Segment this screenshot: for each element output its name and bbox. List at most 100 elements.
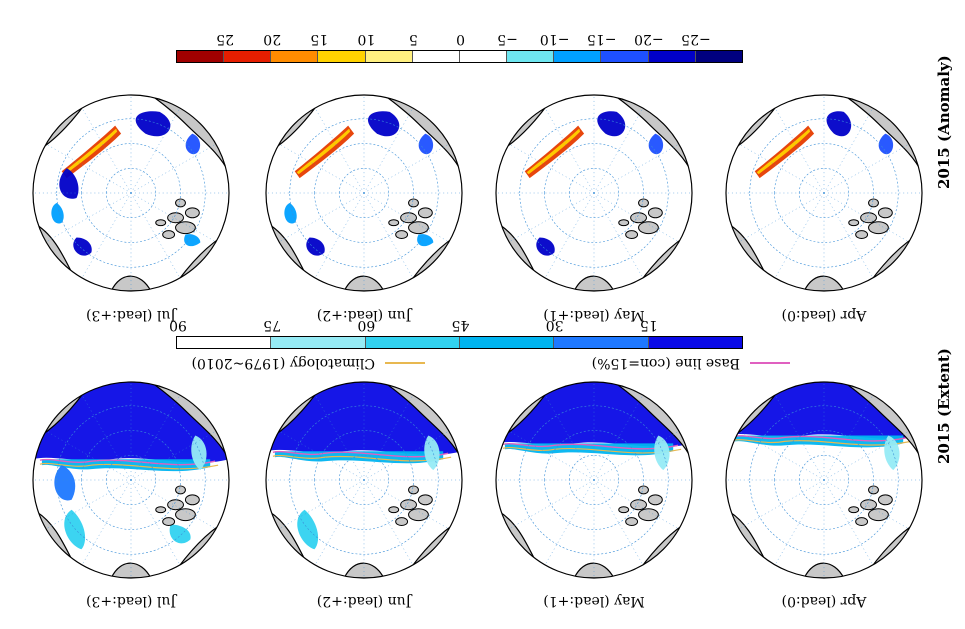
colorbar-segment xyxy=(553,337,648,348)
longitude-grid xyxy=(544,192,595,279)
longitude-grid xyxy=(738,143,825,194)
island xyxy=(855,230,869,240)
base-line-contour xyxy=(39,458,216,466)
anomaly-negative-patch xyxy=(284,202,297,224)
island xyxy=(638,198,649,208)
colorbar-segment xyxy=(317,51,365,62)
latitude-grid xyxy=(314,430,414,530)
legend-base-line: Base line (con=15%) xyxy=(592,355,790,371)
polar-map-extent-0 xyxy=(725,381,923,579)
colorbar-tick-label: 10 xyxy=(357,31,376,47)
colorbar-tick-label: −15 xyxy=(586,31,617,47)
colorbar-segment xyxy=(647,337,742,348)
longitude-grid xyxy=(130,143,217,194)
anomaly-negative-patch xyxy=(367,111,400,137)
longitude-grid xyxy=(363,192,450,243)
longitude-grid xyxy=(593,143,680,194)
extent-colorbar xyxy=(176,336,743,349)
anomaly-negative-patch xyxy=(648,133,664,155)
longitude-grid xyxy=(738,430,825,481)
anomaly-positive-band xyxy=(756,128,811,175)
longitude-grid xyxy=(314,479,365,566)
island xyxy=(417,494,433,506)
anomaly-positive-band xyxy=(296,128,351,175)
island xyxy=(860,212,877,224)
colorbar-segment xyxy=(459,337,554,348)
anomaly-negative-patch xyxy=(184,234,201,247)
anomaly-negative-patch xyxy=(878,133,894,155)
legend-base-line-label: Base line (con=15%) xyxy=(591,355,740,371)
colorbar-segment xyxy=(177,337,271,348)
longitude-grid xyxy=(593,192,644,279)
island xyxy=(860,499,877,511)
island xyxy=(395,517,409,527)
longitude-grid xyxy=(45,479,132,530)
map-border xyxy=(725,94,923,292)
longitude-grid xyxy=(45,192,132,243)
colorbar-tick-label: −10 xyxy=(539,31,570,47)
map-border xyxy=(265,381,463,579)
colorbar-segment xyxy=(458,51,507,62)
longitude-grid xyxy=(81,394,132,481)
island xyxy=(184,494,200,506)
island xyxy=(848,219,860,227)
colorbar-tick-label: 0 xyxy=(456,31,465,47)
longitude-grid xyxy=(130,479,217,530)
longitude-grid xyxy=(130,394,181,481)
colorbar-tick-label: 15 xyxy=(310,31,329,47)
anomaly-colorbar-labels: −25 −20 −15 −10 −5 0 5 10 15 20 25 xyxy=(178,31,743,47)
island xyxy=(855,517,869,527)
longitude-grid xyxy=(278,192,365,243)
island xyxy=(630,212,647,224)
polar-map-extent-1 xyxy=(495,381,693,579)
longitude-grid xyxy=(363,479,414,566)
island xyxy=(647,207,663,219)
longitude-grid xyxy=(593,479,644,566)
longitude-grid xyxy=(130,107,181,194)
island xyxy=(877,494,893,506)
anomaly-negative-patch xyxy=(418,133,434,155)
anomaly-colorbar xyxy=(176,50,743,63)
longitude-grid xyxy=(45,430,132,481)
longitude-grid xyxy=(593,192,680,243)
island xyxy=(868,508,889,522)
anomaly-negative-patch xyxy=(306,237,325,256)
island xyxy=(625,230,639,240)
anomaly-negative-patch xyxy=(59,168,79,199)
longitude-grid xyxy=(823,394,874,481)
island xyxy=(647,494,663,506)
panel-title-anomaly-0: Apr (lead:0) xyxy=(781,307,867,323)
partial-ice xyxy=(169,524,191,544)
island xyxy=(630,499,647,511)
longitude-grid xyxy=(363,479,450,530)
longitude-grid xyxy=(508,143,595,194)
island xyxy=(408,221,429,235)
anomaly-negative-patch xyxy=(51,202,64,224)
partial-ice xyxy=(54,465,76,501)
colorbar-segment xyxy=(223,51,271,62)
longitude-grid xyxy=(130,430,217,481)
latitude-grid xyxy=(81,430,181,530)
colorbar-tick-label: −5 xyxy=(497,31,518,47)
latitude-grid xyxy=(314,143,414,243)
longitude-grid xyxy=(363,192,414,279)
island xyxy=(408,508,429,522)
island xyxy=(400,212,417,224)
panel-title-extent-0: Apr (lead:0) xyxy=(781,593,867,609)
panel-title-anomaly-1: May (lead:+1) xyxy=(543,307,645,323)
partial-ice xyxy=(297,509,319,550)
longitude-grid xyxy=(45,143,132,194)
panel-title-anomaly-3: Jul (lead:+3) xyxy=(86,307,176,323)
panel-title-extent-1: May (lead:+1) xyxy=(543,593,645,609)
island xyxy=(408,198,419,208)
legend-climatology-label: Climatology (1979~2010) xyxy=(191,355,375,371)
island xyxy=(175,508,196,522)
base-line-swatch xyxy=(750,362,790,364)
row-label-anomaly: 2015 (Anomaly) xyxy=(935,55,953,189)
colorbar-segment xyxy=(270,337,365,348)
longitude-grid xyxy=(81,479,132,566)
longitude-grid xyxy=(278,430,365,481)
colorbar-segment xyxy=(694,51,742,62)
anomaly-positive-band xyxy=(63,128,118,175)
polar-map-extent-3 xyxy=(32,381,230,579)
